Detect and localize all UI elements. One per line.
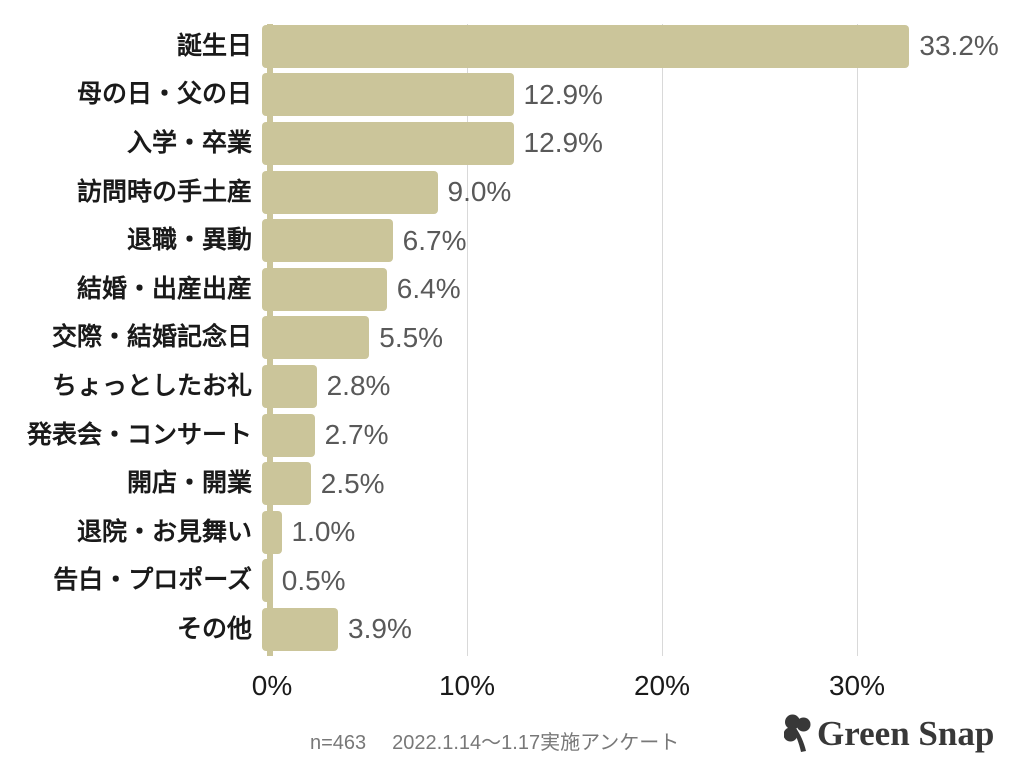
bar-track: 2.7% xyxy=(262,413,1024,457)
bar xyxy=(262,267,387,311)
category-label: 結婚・出産出産 xyxy=(76,274,252,303)
bar-track: 2.5% xyxy=(262,462,1024,506)
clover-icon xyxy=(784,714,811,752)
greensnap-logo: Green Snap xyxy=(784,714,994,753)
bar xyxy=(262,24,910,68)
bar xyxy=(262,364,317,408)
gridline xyxy=(857,24,858,656)
bar xyxy=(262,316,370,360)
bar xyxy=(262,559,272,603)
sample-size: n=463 xyxy=(310,732,367,754)
bar xyxy=(262,462,311,506)
value-label: 2.5% xyxy=(320,467,385,499)
bar xyxy=(262,607,339,651)
category-label: 発表会・コンサート xyxy=(26,420,252,449)
category-label: 訪問時の手土産 xyxy=(76,177,252,206)
bar-track: 5.5% xyxy=(262,316,1024,360)
x-tick-label: 0% xyxy=(251,670,293,701)
value-label: 5.5% xyxy=(379,321,444,353)
bar-track: 33.2% xyxy=(262,24,1024,68)
bar-row: 交際・結婚記念日 5.5% xyxy=(0,314,1024,363)
bar-row: その他 3.9% xyxy=(0,605,1024,654)
bar-row: 入学・卒業 12.9% xyxy=(0,119,1024,168)
bar-track: 9.0% xyxy=(262,170,1024,214)
bar-row: 訪問時の手土産 9.0% xyxy=(0,168,1024,217)
bar xyxy=(262,170,438,214)
bar-track: 12.9% xyxy=(262,73,1024,117)
category-label: ちょっとしたお礼 xyxy=(51,371,252,400)
value-label: 9.0% xyxy=(447,176,512,208)
bar-track: 0.5% xyxy=(262,559,1024,603)
bar xyxy=(262,73,514,117)
x-tick-label: 10% xyxy=(438,670,496,701)
category-label: 入学・卒業 xyxy=(126,128,252,157)
bar-track: 2.8% xyxy=(262,364,1024,408)
survey-period: 2022.1.14〜1.17実施アンケート xyxy=(392,732,680,754)
category-label: 交際・結婚記念日 xyxy=(51,323,252,352)
bar-row: 母の日・父の日 12.9% xyxy=(0,71,1024,120)
value-label: 3.9% xyxy=(348,613,412,645)
bar xyxy=(262,121,514,165)
bar-row: 退職・異動 6.7% xyxy=(0,216,1024,265)
category-label: 誕生日 xyxy=(176,31,252,60)
logo-text: Green Snap xyxy=(817,714,995,753)
value-label: 0.5% xyxy=(281,564,346,596)
gridline xyxy=(467,24,468,656)
category-label: 母の日・父の日 xyxy=(76,80,252,109)
x-tick-label: 30% xyxy=(828,670,886,701)
bar-row: 結婚・出産出産 6.4% xyxy=(0,265,1024,314)
bar xyxy=(262,219,393,263)
bar-track: 1.0% xyxy=(262,510,1024,554)
value-label: 12.9% xyxy=(523,127,603,159)
value-label: 12.9% xyxy=(523,78,603,110)
category-label: 退院・お見舞い xyxy=(76,517,252,546)
bar-row: ちょっとしたお礼 2.8% xyxy=(0,362,1024,411)
value-label: 2.7% xyxy=(324,419,389,451)
category-label: 開店・開業 xyxy=(126,469,252,498)
bar-track: 12.9% xyxy=(262,121,1024,165)
value-label: 6.7% xyxy=(402,224,467,256)
bar-row: 退院・お見舞い 1.0% xyxy=(0,508,1024,557)
gridline xyxy=(662,24,663,656)
bar-row: 誕生日 33.2% xyxy=(0,22,1024,71)
bar-row: 発表会・コンサート 2.7% xyxy=(0,411,1024,460)
bar-track: 6.4% xyxy=(262,267,1024,311)
value-label: 6.4% xyxy=(396,273,461,305)
category-label: 退職・異動 xyxy=(126,226,252,255)
value-label: 2.8% xyxy=(326,370,391,402)
category-label: その他 xyxy=(176,614,252,643)
bar-row: 告白・プロポーズ 0.5% xyxy=(0,557,1024,606)
bar-row: 開店・開業 2.5% xyxy=(0,459,1024,508)
bar xyxy=(262,510,282,554)
x-tick-label: 20% xyxy=(633,670,691,701)
bar-track: 3.9% xyxy=(262,607,1024,651)
bar-track: 6.7% xyxy=(262,219,1024,263)
bar-rows: 誕生日 33.2% 母の日・父の日 12.9% 入学・卒業 12.9% 訪問時の… xyxy=(0,22,1024,654)
value-label: 33.2% xyxy=(919,30,999,62)
bar xyxy=(262,413,315,457)
category-label: 告白・プロポーズ xyxy=(53,566,252,595)
value-label: 1.0% xyxy=(291,516,356,548)
footer-note: n=463 2022.1.14〜1.17実施アンケート xyxy=(310,731,679,755)
